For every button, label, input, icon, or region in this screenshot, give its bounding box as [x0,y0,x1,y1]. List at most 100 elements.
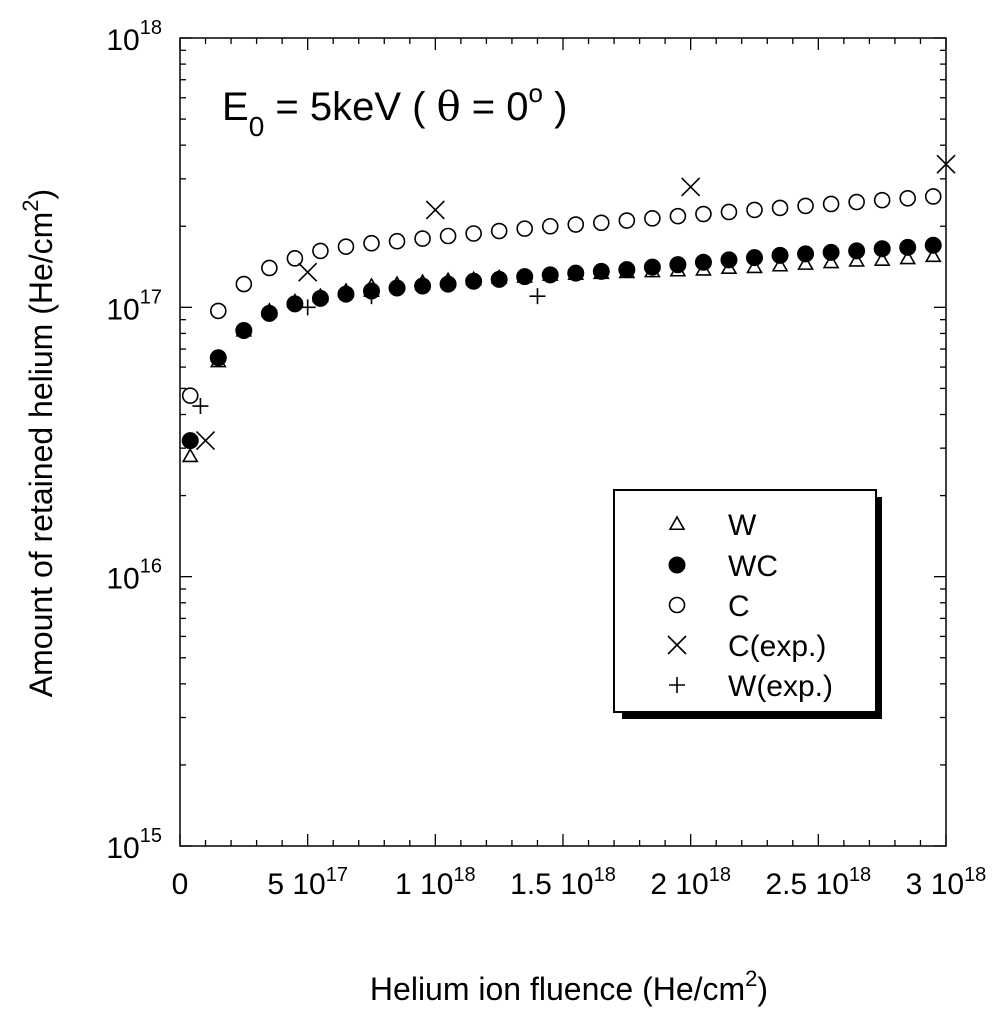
data-point [337,238,355,255]
data-point [899,238,917,256]
data-point [567,216,585,233]
data-point [465,225,482,242]
data-point [260,304,278,322]
data-point [490,222,508,240]
y-axis-title: Amount of retained helium (He/cm2) [18,189,59,697]
legend-label-w: W [728,509,757,542]
legend-label-c: C [728,590,750,623]
data-point [643,258,661,276]
legend-marker [667,635,687,655]
data-point [363,234,380,252]
data-point [746,249,763,267]
data-point [516,268,534,286]
legend-marker [669,677,685,693]
data-point [235,322,253,340]
data-point [681,177,701,197]
data-point [797,255,814,270]
data-point [720,203,738,221]
y-tick-label: 1018 [106,17,162,57]
data-point [209,349,227,367]
y-tick-labels: 1015 1016 1017 1018 [106,17,162,865]
data-point [746,201,763,219]
data-point [567,264,585,282]
data-point [899,249,917,265]
legend-box [613,489,877,713]
x-tick-label: 1.5 1018 [510,864,616,901]
data-point [181,432,199,450]
data-point [311,289,329,307]
series-c [181,188,942,404]
data-point [286,250,304,267]
data-point [797,197,814,215]
axis-ticks [179,37,947,847]
data-point [694,253,712,271]
x-tick-label: 2 1018 [650,864,731,901]
legend-marker [668,556,686,574]
data-point [592,214,610,232]
data-point [363,288,380,305]
series-c-exp [195,154,956,451]
data-point [873,191,891,209]
data-point [286,295,304,313]
y-tick-label: 1015 [106,825,162,865]
data-point [848,252,866,267]
data-point [873,251,891,266]
data-point [669,256,687,274]
data-point [771,256,789,272]
data-point [388,232,406,250]
data-series [181,154,956,463]
data-point [695,205,712,223]
data-point [425,200,445,220]
x-axis-title: Helium ion fluence (He/cm2) [370,966,768,1007]
plot-frame [179,37,947,847]
legend-label-c-exp: C(exp.) [728,630,826,663]
data-point [771,199,789,217]
x-tick-label: 3 1018 [906,864,987,901]
series-w [181,247,942,463]
data-point [299,299,316,316]
data-point [924,188,942,205]
data-point [848,242,866,260]
data-point [192,398,209,415]
data-point [235,275,253,293]
data-point [465,272,483,290]
legend-markers [667,515,687,693]
data-point [873,240,891,258]
data-point [592,262,610,280]
data-point [899,189,917,207]
legend: W WC C C(exp.) W(exp.) [613,489,882,719]
data-point [210,302,227,320]
data-point [797,245,815,263]
data-point [644,210,661,227]
data-point [298,262,318,282]
series-w-exp [192,288,546,415]
data-point [541,217,559,235]
data-point [490,270,508,288]
data-point [822,253,840,269]
x-tick-label: 1 1018 [395,864,476,901]
x-tick-labels: 0 5 1017 1 1018 1.5 1018 2 1018 2.5 1018 3 101… [172,864,987,901]
data-point [516,220,534,237]
data-point [771,246,789,264]
data-point [848,193,865,211]
legend-marker [668,515,686,531]
data-point [541,266,559,284]
data-point [822,195,840,213]
data-point [618,261,636,279]
data-point [529,288,546,305]
energy-annotation: E0 = 5keV ( θ = 0o ) [222,78,567,142]
y-tick-label: 1017 [106,286,162,326]
series-wc [181,236,942,450]
legend-marker [668,596,686,614]
data-point [414,230,431,247]
data-point [195,431,216,451]
data-point [337,285,355,303]
data-point [924,236,942,254]
data-point [746,258,763,274]
data-point [181,387,199,404]
plot-border [179,37,947,847]
legend-label-w-exp: W(exp.) [728,670,833,703]
data-point [312,242,329,260]
data-point [618,212,636,229]
